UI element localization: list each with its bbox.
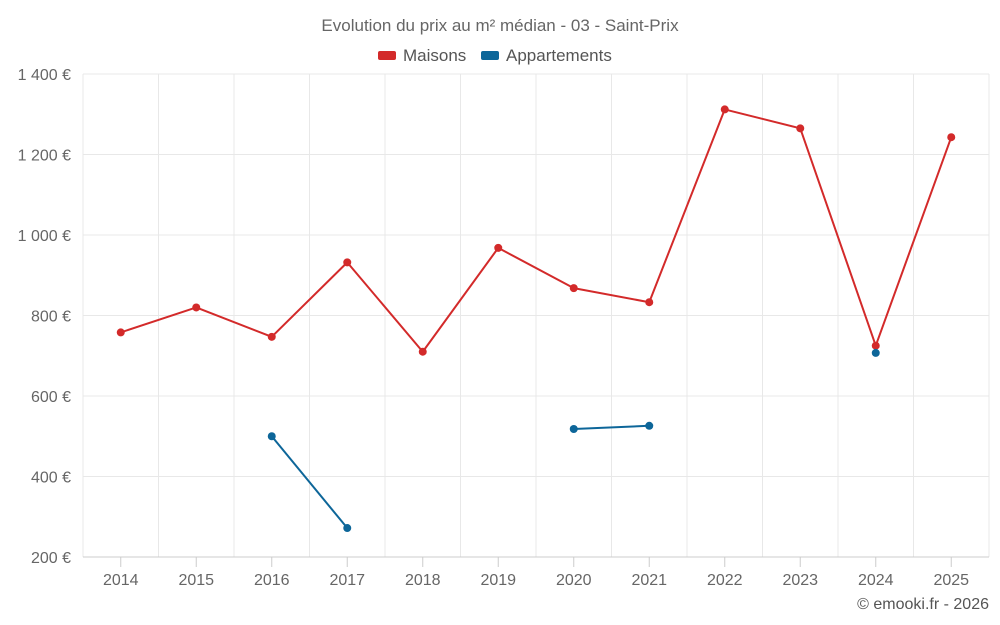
x-tick-label: 2022 xyxy=(707,572,743,589)
x-tick-label: 2025 xyxy=(933,572,969,589)
y-tick-label: 400 € xyxy=(31,470,71,487)
y-tick-label: 200 € xyxy=(31,550,71,567)
x-tick-label: 2024 xyxy=(858,572,894,589)
y-tick-label: 600 € xyxy=(31,389,71,406)
data-point-maisons-2024[interactable] xyxy=(871,341,880,350)
series-line-appartements xyxy=(270,435,349,529)
x-tick-label: 2018 xyxy=(405,572,441,589)
series-maisons xyxy=(116,105,956,356)
series xyxy=(116,105,956,533)
data-point-maisons-2016[interactable] xyxy=(267,332,276,341)
series-line-maisons xyxy=(120,108,953,353)
data-point-maisons-2015[interactable] xyxy=(192,303,201,312)
series-line-appartements xyxy=(573,424,650,431)
y-tick-label: 1 200 € xyxy=(18,148,71,165)
x-tick-label: 2023 xyxy=(782,572,818,589)
data-point-maisons-2017[interactable] xyxy=(343,258,352,267)
data-point-maisons-2023[interactable] xyxy=(796,124,805,133)
data-point-appartements-2017[interactable] xyxy=(343,524,352,533)
data-point-maisons-2018[interactable] xyxy=(418,347,427,356)
data-point-appartements-2016[interactable] xyxy=(267,432,276,441)
data-point-maisons-2025[interactable] xyxy=(947,133,956,142)
data-point-maisons-2020[interactable] xyxy=(569,284,578,293)
x-tick-label: 2016 xyxy=(254,572,290,589)
legend: Maisons Appartements xyxy=(378,46,612,65)
y-tick-label: 800 € xyxy=(31,309,71,326)
x-tick-label: 2020 xyxy=(556,572,592,589)
legend-swatch-maisons xyxy=(378,51,396,60)
data-point-appartements-2021[interactable] xyxy=(645,421,654,430)
series-appartements xyxy=(267,348,880,533)
data-point-maisons-2022[interactable] xyxy=(720,105,729,114)
x-tick-label: 2017 xyxy=(329,572,365,589)
legend-item-maisons[interactable]: Maisons xyxy=(378,46,466,65)
data-point-maisons-2021[interactable] xyxy=(645,298,654,307)
grid xyxy=(82,73,990,557)
legend-label-appartements: Appartements xyxy=(506,46,612,65)
chart-title: Evolution du prix au m² médian - 03 - Sa… xyxy=(321,16,679,35)
x-axis: 2014 2015 2016 2017 2018 2019 2020 2021 2022 2023… xyxy=(83,556,989,589)
x-tick-label: 2014 xyxy=(103,572,139,589)
legend-swatch-appartements xyxy=(481,51,499,60)
credit-text: © emooki.fr - 2026 xyxy=(857,596,989,613)
data-point-maisons-2019[interactable] xyxy=(494,243,503,252)
data-point-appartements-2024[interactable] xyxy=(871,348,880,357)
data-point-appartements-2020[interactable] xyxy=(569,425,578,434)
legend-label-maisons: Maisons xyxy=(403,46,466,65)
legend-item-appartements[interactable]: Appartements xyxy=(481,46,612,65)
y-tick-label: 1 000 € xyxy=(18,228,71,245)
data-point-maisons-2014[interactable] xyxy=(116,328,125,337)
x-tick-label: 2015 xyxy=(178,572,214,589)
y-axis: 200 € 400 € 600 € 800 € 1 000 € 1 200 € 1 400 … xyxy=(18,67,71,567)
x-tick-label: 2019 xyxy=(480,572,516,589)
x-tick-label: 2021 xyxy=(631,572,667,589)
y-tick-label: 1 400 € xyxy=(18,67,71,84)
